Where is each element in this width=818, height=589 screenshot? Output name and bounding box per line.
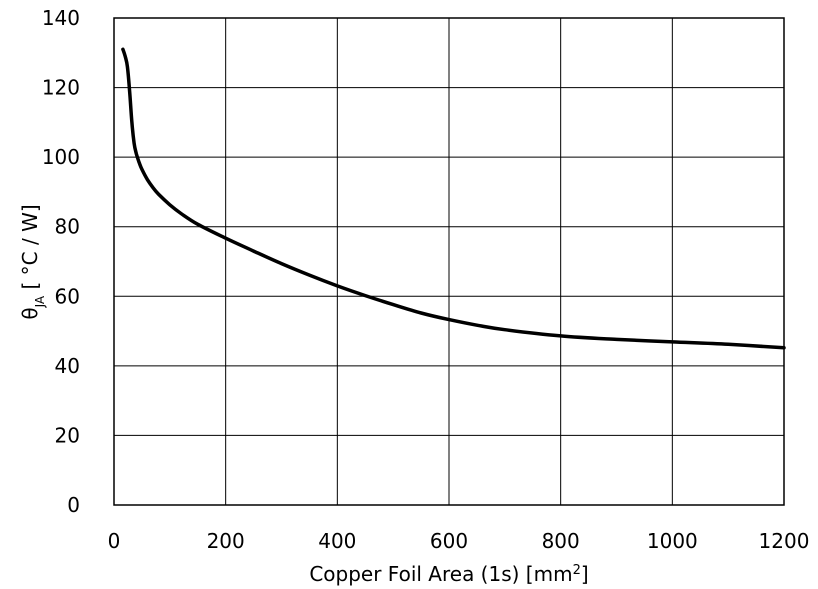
y-tick-label: 80 [55,215,80,239]
x-tick-label: 1200 [759,529,810,553]
x-tick-label: 1000 [647,529,698,553]
y-tick-label: 40 [55,354,80,378]
series-line [121,47,786,350]
y-tick-label: 20 [55,423,80,447]
x-tick-label: 0 [108,529,121,553]
y-tick-label: 140 [42,6,80,30]
plot-frame [113,17,785,506]
y-axis-title: θJA [ °C / W] [18,204,47,319]
y-tick-label: 0 [67,493,80,517]
y-tick-label: 100 [42,145,80,169]
y-tick-label: 120 [42,76,80,100]
x-tick-label: 400 [318,529,356,553]
x-axis-title: Copper Foil Area (1s) [mm2] [309,562,588,586]
y-tick-labels: 0 20 40 60 80 100 120 140 [42,6,80,517]
grid [113,17,785,506]
x-tick-label: 600 [430,529,468,553]
x-tick-label: 800 [542,529,580,553]
x-tick-labels: 0 200 400 600 800 1000 1200 [108,529,810,553]
x-tick-label: 200 [207,529,245,553]
y-tick-label: 60 [55,284,80,308]
